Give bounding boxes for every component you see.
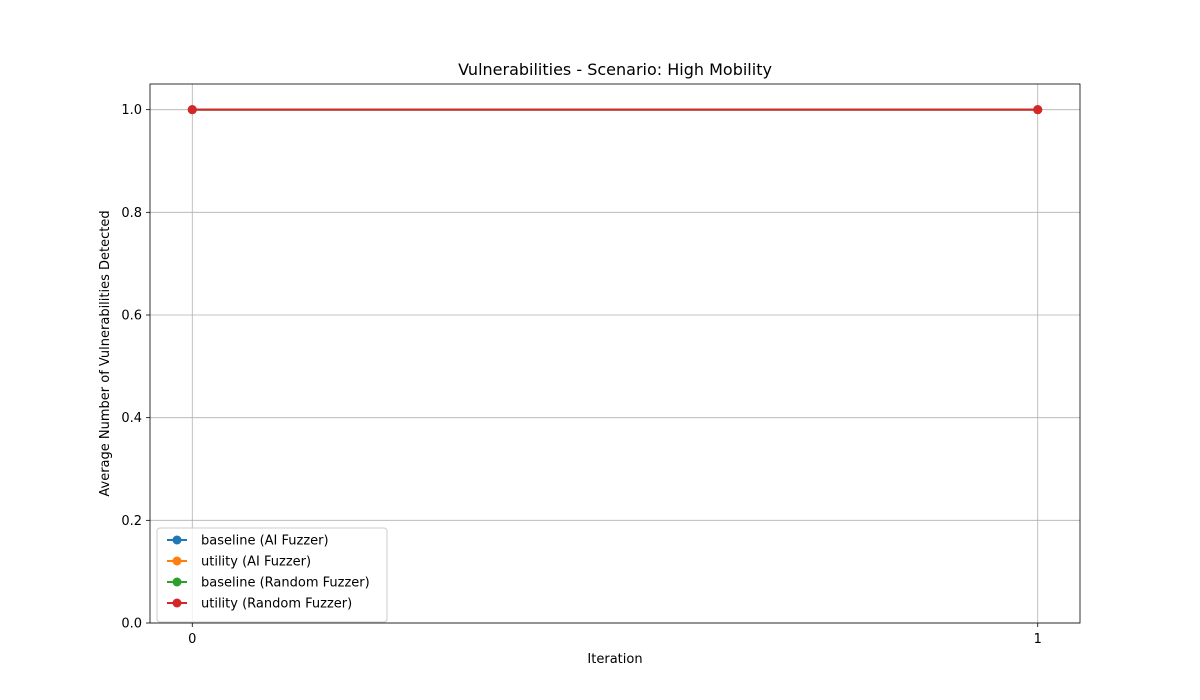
legend-marker: [172, 598, 182, 608]
legend-label: utility (Random Fuzzer): [201, 597, 352, 612]
legend-label: utility (AI Fuzzer): [201, 555, 311, 570]
y-tick-label: 0.2: [121, 514, 142, 529]
legend-box: [156, 527, 388, 623]
series-layer: [187, 105, 1043, 115]
y-tick-label: 0.6: [121, 309, 142, 324]
legend-marker: [172, 535, 182, 545]
data-point: [187, 105, 197, 115]
y-tick-label: 0.0: [121, 617, 142, 632]
legend-label: baseline (AI Fuzzer): [201, 534, 329, 549]
x-axis-label: Iteration: [587, 652, 642, 667]
y-axis-ticks: 0.0 0.2 0.4 0.6 0.8 1.0: [121, 103, 150, 632]
y-tick-label: 0.8: [121, 206, 142, 221]
data-point: [1033, 105, 1043, 115]
chart-title: Vulnerabilities - Scenario: High Mobilit…: [458, 60, 772, 79]
plot-frame: [149, 83, 1081, 624]
legend-marker: [172, 556, 182, 566]
y-tick-label: 0.4: [121, 411, 142, 426]
series-group: [187, 105, 1043, 115]
legend-marker: [172, 577, 182, 587]
x-tick-label: 0: [188, 632, 196, 647]
y-tick-label: 1.0: [121, 103, 142, 118]
y-axis-label: Average Number of Vulnerabilities Detect…: [98, 210, 113, 496]
legend: baseline (AI Fuzzer) utility (AI Fuzzer) b…: [156, 527, 388, 623]
legend-label: baseline (Random Fuzzer): [201, 576, 370, 591]
x-tick-label: 1: [1034, 632, 1042, 647]
